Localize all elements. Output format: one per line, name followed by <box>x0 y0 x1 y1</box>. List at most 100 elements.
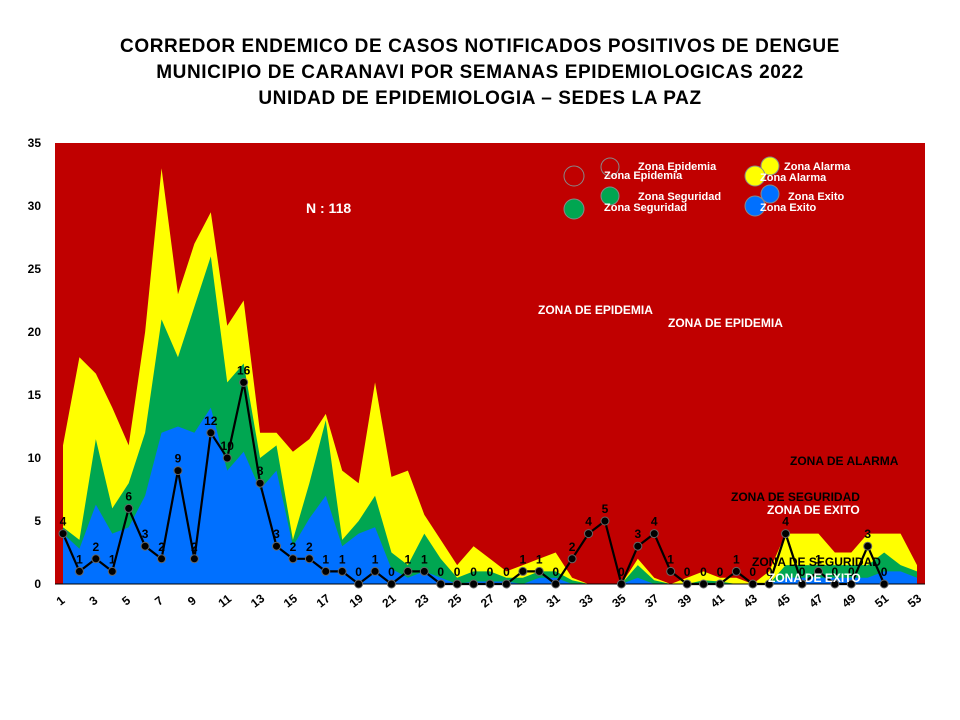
case-data-label: 1 <box>421 552 428 566</box>
case-data-label: 2 <box>191 540 198 554</box>
legend-label: Zona Alarma <box>784 161 851 173</box>
legend-marker-icon <box>600 186 620 206</box>
case-point <box>485 579 495 589</box>
case-point <box>649 529 659 539</box>
title-line-2: MUNICIPIO DE CARANAVI POR SEMANAS EPIDEM… <box>156 62 804 83</box>
legend-marker-icon <box>563 198 585 220</box>
case-point <box>748 579 758 589</box>
x-tick-label: 13 <box>248 591 267 610</box>
case-data-label: 2 <box>93 540 100 554</box>
case-point <box>846 579 856 589</box>
case-point <box>370 566 380 576</box>
case-data-label: 2 <box>290 540 297 554</box>
case-data-label: 0 <box>618 565 625 579</box>
x-tick-label: 35 <box>609 591 628 610</box>
legend-marker-icon <box>760 184 780 204</box>
case-data-label: 0 <box>749 565 756 579</box>
zone-label-alarma: ZONA DE ALARMA <box>790 454 899 468</box>
case-point <box>304 554 314 564</box>
case-data-label: 0 <box>355 565 362 579</box>
chart-title: CORREDOR ENDEMICO DE CASOS NOTIFICADOS P… <box>0 34 960 112</box>
x-tick-label: 43 <box>741 591 760 610</box>
zone-label-epidemia-1: ZONA DE EPIDEMIA <box>538 303 653 317</box>
case-point <box>288 554 298 564</box>
legend-marker-icon <box>600 157 620 177</box>
case-data-label: 1 <box>667 552 674 566</box>
legend-label: Zona Exito <box>760 202 817 214</box>
n-label: N : 118 <box>306 200 351 216</box>
legend-label: Zona Seguridad <box>638 191 721 203</box>
x-tick-label: 17 <box>314 591 333 610</box>
case-point <box>157 554 167 564</box>
case-data-label: 1 <box>372 552 379 566</box>
x-tick-label: 5 <box>119 593 133 608</box>
x-tick-label: 31 <box>544 591 563 610</box>
case-point <box>781 529 791 539</box>
case-data-label: 0 <box>766 565 773 579</box>
y-tick-label: 30 <box>28 199 42 213</box>
x-tick-label: 9 <box>185 593 199 608</box>
case-point <box>107 566 117 576</box>
case-point <box>518 566 528 576</box>
case-point <box>501 579 511 589</box>
case-data-label: 9 <box>175 452 182 466</box>
case-data-label: 0 <box>848 565 855 579</box>
case-point <box>321 566 331 576</box>
case-point <box>600 516 610 526</box>
case-data-label: 5 <box>602 502 609 516</box>
x-tick-label: 19 <box>347 591 366 610</box>
case-point <box>633 541 643 551</box>
x-tick-label: 7 <box>152 593 166 608</box>
case-point <box>813 566 823 576</box>
case-point <box>551 579 561 589</box>
case-data-label: 0 <box>684 565 691 579</box>
y-tick-label: 5 <box>34 514 41 528</box>
case-data-label: 12 <box>204 414 218 428</box>
y-tick-label: 0 <box>34 577 41 591</box>
case-data-label: 10 <box>221 439 235 453</box>
zone-labels: ZONA DE EPIDEMIA ZONA DE EPIDEMIA ZONA DE … <box>538 303 899 585</box>
case-point <box>222 453 232 463</box>
case-point <box>189 554 199 564</box>
case-data-label: 3 <box>142 527 149 541</box>
case-data-label: 0 <box>503 565 510 579</box>
case-point <box>140 541 150 551</box>
case-data-label: 2 <box>569 540 576 554</box>
legend-label: Zona Seguridad <box>604 202 687 214</box>
case-data-label: 0 <box>388 565 395 579</box>
case-point <box>715 579 725 589</box>
x-tick-label: 29 <box>511 591 530 610</box>
x-tick-label: 1 <box>54 593 68 608</box>
case-point <box>830 579 840 589</box>
case-data-label: 0 <box>437 565 444 579</box>
case-point <box>58 529 68 539</box>
case-point <box>879 579 889 589</box>
case-point <box>239 377 249 387</box>
x-tick-label: 3 <box>86 593 100 608</box>
case-data-label: 0 <box>881 565 888 579</box>
case-point <box>682 579 692 589</box>
case-data-label: 0 <box>470 565 477 579</box>
x-tick-label: 11 <box>215 591 234 610</box>
case-point <box>534 566 544 576</box>
case-point <box>764 579 774 589</box>
zone-label-exito-1: ZONA DE EXITO <box>767 503 860 517</box>
case-point <box>699 579 708 589</box>
title-line-3: UNIDAD DE EPIDEMIOLOGIA – SEDES LA PAZ <box>258 88 702 109</box>
x-tick-label: 53 <box>905 591 924 610</box>
case-data-label: 0 <box>799 565 806 579</box>
legend-label: Zona Epidemia <box>638 161 717 173</box>
x-tick-label: 51 <box>872 591 891 610</box>
case-point <box>91 554 101 564</box>
zona-exito-area <box>63 407 917 584</box>
case-data-label: 1 <box>520 552 527 566</box>
case-point <box>337 566 347 576</box>
case-point <box>173 466 183 476</box>
case-data-label: 3 <box>864 527 871 541</box>
case-data-label: 16 <box>237 363 251 377</box>
x-tick-label: 49 <box>839 591 858 610</box>
case-data-label: 1 <box>109 552 116 566</box>
case-data-label: 6 <box>125 489 132 503</box>
